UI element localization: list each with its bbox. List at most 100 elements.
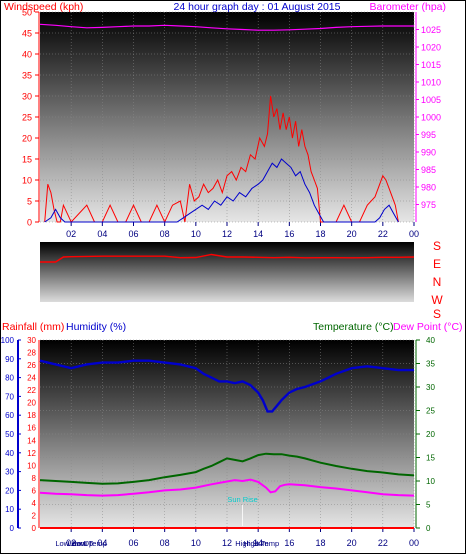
direction-label: W xyxy=(431,293,443,307)
right-axis-label: Barometer (hpa) xyxy=(370,1,446,13)
rain-tick-label: 14 xyxy=(27,436,36,445)
x-tick-label: 04 xyxy=(97,229,107,239)
rain-tick-label: 6 xyxy=(32,486,37,495)
humidity-tick-label: 90 xyxy=(5,355,14,364)
rain-tick-label: 30 xyxy=(27,336,36,345)
humidity-tick-label: 100 xyxy=(1,336,15,345)
rain-tick-label: 28 xyxy=(27,349,36,358)
humidity-tick-label: 40 xyxy=(5,449,14,458)
x-tick-label: 14 xyxy=(253,538,263,548)
annotation-label: Sun Rise xyxy=(227,495,257,504)
direction-label: S xyxy=(433,307,441,321)
humidity-tick-label: 20 xyxy=(5,486,14,495)
x-tick-label: 06 xyxy=(128,229,138,239)
rain-tick-label: 18 xyxy=(27,411,36,420)
x-tick-label: 04 xyxy=(97,538,107,548)
y2-tick-label: 1025 xyxy=(421,25,441,35)
x-tick-label: 18 xyxy=(315,229,325,239)
direction-label: E xyxy=(433,257,441,271)
x-tick-label: 22 xyxy=(378,538,388,548)
humidity-tick-label: 50 xyxy=(5,430,14,439)
annotation-label: Low Temp xyxy=(73,539,107,548)
temperature-tick-label: 10 xyxy=(426,477,435,486)
y-tick-label: 45 xyxy=(22,29,32,39)
temperature-tick-label: 35 xyxy=(426,360,435,369)
x-axis: 02 04 06 08 10 12 14 16 18 20 22 00 xyxy=(66,222,419,239)
left-axis-label: Windspeed (kph) xyxy=(4,1,83,13)
rain-tick-label: 4 xyxy=(32,499,37,508)
grid xyxy=(40,11,415,223)
series-humidity xyxy=(39,359,414,413)
x-tick-label: 18 xyxy=(315,538,325,548)
rain-tick-label: 22 xyxy=(27,386,36,395)
annotation-label: Low Dp xyxy=(68,539,93,548)
y-tick-label: 30 xyxy=(22,92,32,102)
y-tick-label: 35 xyxy=(22,71,32,81)
x-tick-label: 10 xyxy=(191,538,201,548)
x-tick-label: 00 xyxy=(409,538,419,548)
series xyxy=(39,23,414,224)
y2-tick-label: 980 xyxy=(421,183,436,193)
bottom-series xyxy=(39,359,415,529)
x-tick-label: 08 xyxy=(160,538,170,548)
humidity-axis-label: Humidity (%) xyxy=(66,321,126,333)
series-average xyxy=(44,158,399,223)
wind-pressure-chart: Windspeed (kph) 24 hour graph day : 01 A… xyxy=(4,1,446,239)
x-tick-label: 10 xyxy=(191,229,201,239)
y-tick-label: 20 xyxy=(22,134,32,144)
temperature-tick-label: 40 xyxy=(426,336,435,345)
x-tick-label: 00 xyxy=(409,229,419,239)
series-direction xyxy=(40,253,415,263)
x-tick-label: 08 xyxy=(160,229,170,239)
rain-tick-label: 8 xyxy=(32,474,37,483)
humidity-tick-label: 80 xyxy=(5,374,14,383)
x-tick-label: 20 xyxy=(347,538,357,548)
humidity-tick-label: 70 xyxy=(5,392,14,401)
temperature-tick-label: 5 xyxy=(426,501,431,510)
series-gust xyxy=(44,95,399,224)
rain-tick-label: 10 xyxy=(27,461,36,470)
humidity-tick-label: 10 xyxy=(5,505,14,514)
y2-tick-label: 1005 xyxy=(421,95,441,105)
rain-tick-label: 16 xyxy=(27,424,36,433)
y-tick-label: 10 xyxy=(22,176,32,186)
bottom-grid xyxy=(40,339,415,529)
y2-tick-label: 1015 xyxy=(421,60,441,70)
x-tick-label: 20 xyxy=(347,229,357,239)
temperature-tick-label: 0 xyxy=(426,524,431,533)
rain-axis-label: Rainfall (mm) xyxy=(2,321,64,333)
y2-tick-label: 1020 xyxy=(421,43,441,53)
left-axis: 0 5 10 15 20 25 30 35 40 45 50 xyxy=(22,8,40,228)
x-tick-label: 02 xyxy=(66,229,76,239)
rain-tick-label: 24 xyxy=(27,374,36,383)
x-tick-label: 12 xyxy=(222,229,232,239)
x-tick-label: 12 xyxy=(222,538,232,548)
y2-tick-label: 985 xyxy=(421,165,436,175)
temperature-tick-label: 30 xyxy=(426,383,435,392)
right-axis: 975 980 985 990 995 1000 1005 1010 1015 1020 1025 xyxy=(415,12,441,222)
temp-humidity-chart: Rainfall (mm) Humidity (%) Temperature (… xyxy=(1,321,463,548)
annotation-label: High Temp xyxy=(243,539,279,548)
x-tick-label: 14 xyxy=(253,229,263,239)
y-tick-label: 50 xyxy=(22,8,32,18)
x-tick-label: 22 xyxy=(378,229,388,239)
series-dewpoint xyxy=(39,478,415,497)
rain-tick-label: 0 xyxy=(32,524,37,533)
humidity-tick-label: 60 xyxy=(5,411,14,420)
y-tick-label: 40 xyxy=(22,50,32,60)
annotation-label: High Hum xyxy=(235,539,268,548)
y2-tick-label: 975 xyxy=(421,200,436,210)
y-tick-label: 0 xyxy=(27,218,32,228)
direction-plot-area xyxy=(40,242,414,302)
rain-tick-label: 20 xyxy=(27,399,36,408)
y-tick-label: 25 xyxy=(22,113,32,123)
y-tick-label: 5 xyxy=(27,197,32,207)
series-pressure xyxy=(39,23,414,31)
temperature-tick-label: 20 xyxy=(426,430,435,439)
series-temperature xyxy=(39,452,415,485)
bottom-axes: 0102030405060708090100024681012141618202… xyxy=(1,336,436,533)
